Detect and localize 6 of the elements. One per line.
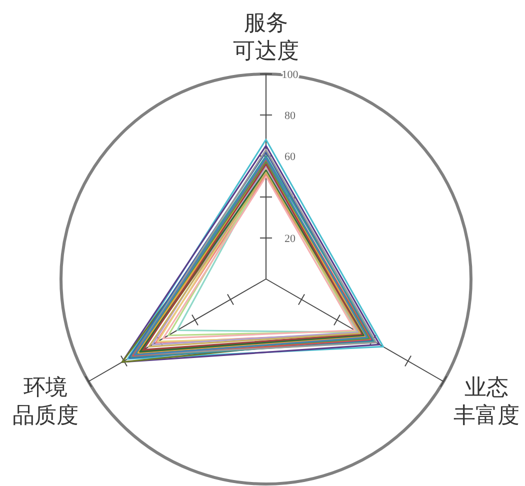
y-tick-label: 80	[284, 110, 296, 122]
spoke-label: 服务可达度	[233, 11, 299, 64]
y-tick-label: 20	[284, 233, 296, 245]
spoke-label: 环境品质度	[12, 376, 79, 428]
spoke-label: 业态丰富度	[453, 376, 520, 428]
y-tick-label: 60	[284, 151, 296, 163]
